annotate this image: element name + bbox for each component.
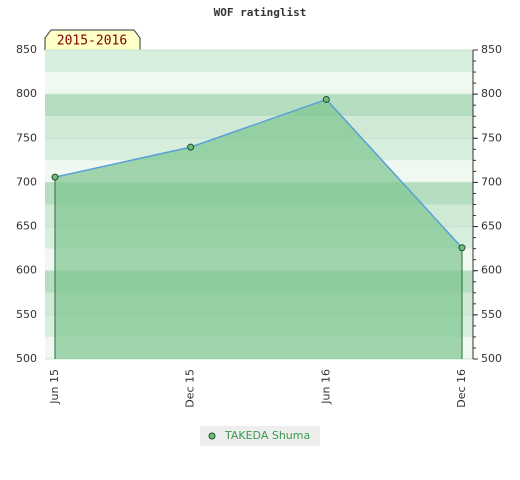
y2-tick-label: 800 <box>481 87 502 100</box>
stripe <box>45 72 473 95</box>
point <box>51 173 59 181</box>
y-tick-label: 550 <box>16 308 37 321</box>
point <box>322 95 330 103</box>
chart-title: WOF ratinglist <box>214 6 307 19</box>
point <box>187 143 195 151</box>
y2-tick-label: 750 <box>481 131 502 144</box>
legend-label: TAKEDA Shuma <box>224 429 310 442</box>
y2-tick-label: 500 <box>481 352 502 365</box>
y2-tick-label: 650 <box>481 220 502 233</box>
x-tick-label: Dec 15 <box>184 369 197 408</box>
y-tick-label: 600 <box>16 264 37 277</box>
y2-tick-label: 850 <box>481 43 502 56</box>
y-tick-label: 700 <box>16 175 37 188</box>
y-tick-label: 650 <box>16 220 37 233</box>
area <box>55 99 462 359</box>
x-tick-label: Dec 16 <box>455 369 468 408</box>
line <box>54 98 463 249</box>
y2-tick-label: 600 <box>481 264 502 277</box>
period-label: 2015-2016 <box>57 34 127 49</box>
legend-marker <box>208 432 216 440</box>
point <box>458 244 466 252</box>
legend <box>200 426 320 446</box>
y-tick-label: 750 <box>16 131 37 144</box>
y-tick-label: 850 <box>16 43 37 56</box>
y-tick-label: 800 <box>16 87 37 100</box>
stripe <box>45 50 473 73</box>
y2-tick-label: 700 <box>481 175 502 188</box>
y-tick-label: 500 <box>16 352 37 365</box>
x-tick-label: Jun 16 <box>319 369 332 405</box>
stripe <box>45 94 473 117</box>
x-tick-label: Jun 15 <box>48 369 61 405</box>
y2-tick-label: 550 <box>481 308 502 321</box>
